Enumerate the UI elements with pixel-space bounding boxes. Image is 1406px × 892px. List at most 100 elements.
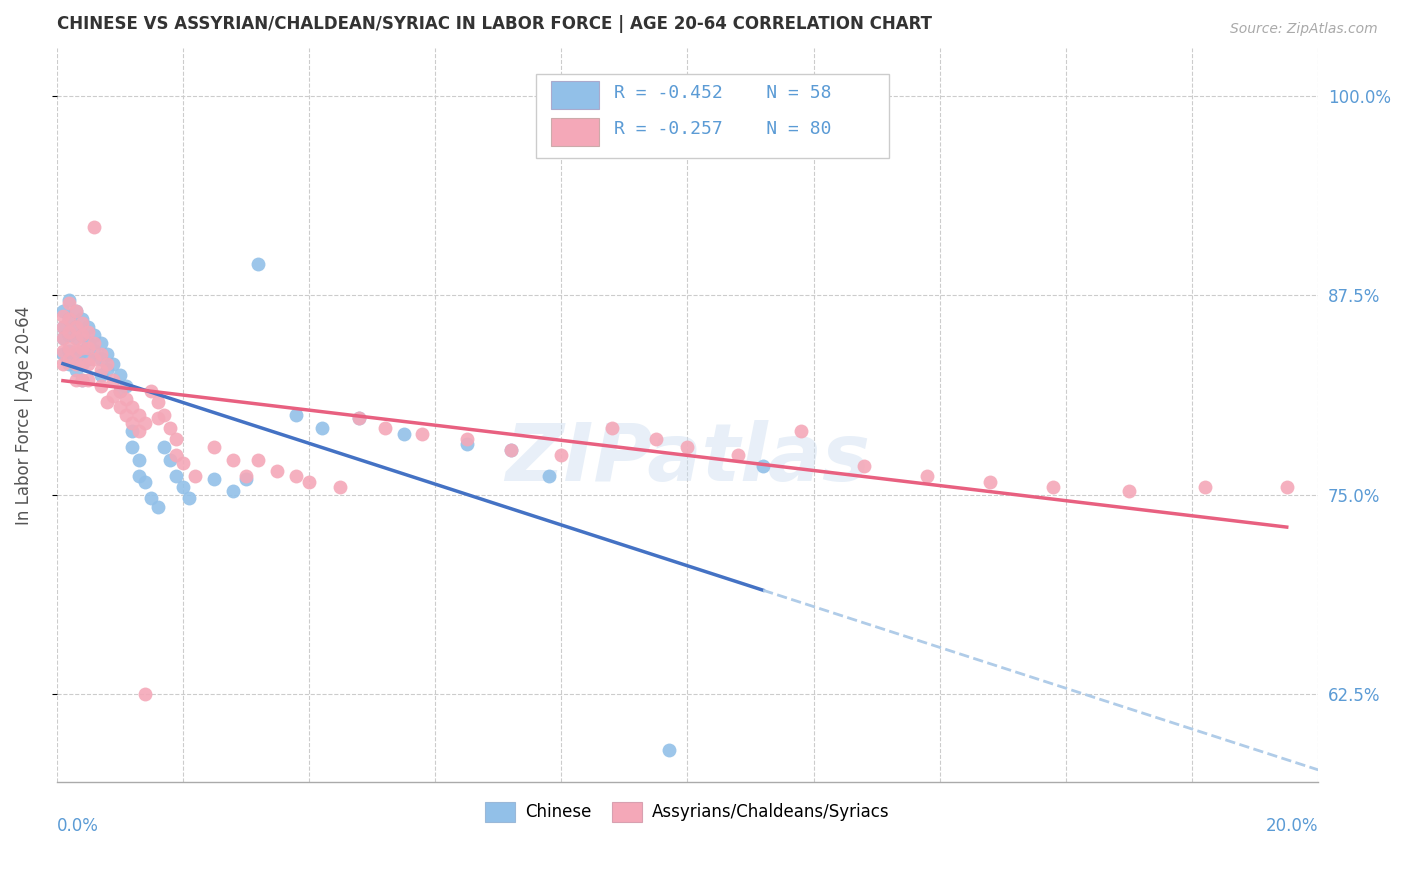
Point [52,320,75,334]
Text: CHINESE VS ASSYRIAN/CHALDEAN/SYRIAC IN LABOR FORCE | AGE 20-64 CORRELATION CHART: CHINESE VS ASSYRIAN/CHALDEAN/SYRIAC IN L… [56,15,932,33]
Point [103,357,125,371]
Point [979,475,1001,489]
Point [65,331,87,345]
Point [77,352,100,367]
Point [96,347,118,361]
Point [108,400,131,414]
Point [58,328,80,343]
Point [121,400,143,414]
Point [65,320,87,334]
Point [121,440,143,454]
FancyBboxPatch shape [536,74,890,159]
Point [90,368,112,383]
Point [146,411,169,425]
Point [166,432,188,446]
Point [790,424,813,438]
Point [177,491,200,505]
Point [52,304,75,318]
Point [121,424,143,438]
Text: R = -0.452    N = 58: R = -0.452 N = 58 [614,85,832,103]
Point [128,452,150,467]
Point [915,468,938,483]
Point [128,408,150,422]
FancyBboxPatch shape [551,118,599,146]
Point [134,416,156,430]
Point [108,384,131,398]
Point [58,344,80,359]
Point [70,328,93,343]
Point [115,408,138,422]
Point [285,408,308,422]
Point [172,480,194,494]
Point [65,320,87,334]
Point [58,352,80,367]
Point [374,421,396,435]
Point [70,341,93,355]
Point [70,373,93,387]
Text: ZIPatlas: ZIPatlas [505,420,870,498]
Point [134,475,156,489]
Point [83,328,105,343]
Point [222,452,245,467]
Point [115,392,138,406]
Text: 20.0%: 20.0% [1265,816,1319,835]
Point [222,484,245,499]
Point [90,352,112,367]
Point [70,312,93,326]
Point [52,331,75,345]
Text: R = -0.257    N = 80: R = -0.257 N = 80 [614,120,832,137]
Point [103,373,125,387]
Point [77,341,100,355]
Point [83,219,105,234]
Point [90,363,112,377]
Point [65,347,87,361]
Point [70,344,93,359]
Point [349,411,371,425]
Point [65,304,87,318]
Point [172,456,194,470]
Point [1118,484,1140,499]
Point [58,296,80,310]
FancyBboxPatch shape [551,81,599,110]
Point [727,448,749,462]
Point [65,373,87,387]
Point [52,309,75,323]
Point [153,408,176,422]
Point [96,357,118,371]
Point [853,458,876,473]
Point [134,687,156,701]
Point [184,468,207,483]
Legend: Chinese, Assyrians/Chaldeans/Syriacs: Chinese, Assyrians/Chaldeans/Syriacs [479,796,896,828]
Point [65,357,87,371]
Point [247,452,270,467]
Point [153,440,176,454]
Point [298,475,321,489]
Point [159,421,181,435]
Point [58,312,80,326]
Point [83,336,105,351]
Point [108,384,131,398]
Point [90,336,112,351]
Point [141,384,163,398]
Point [58,312,80,326]
Point [77,373,100,387]
Point [141,491,163,505]
Y-axis label: In Labor Force | Age 20-64: In Labor Force | Age 20-64 [15,305,32,524]
Point [499,443,522,458]
Point [121,416,143,430]
Point [65,344,87,359]
Point [235,468,257,483]
Point [103,389,125,403]
Point [266,464,288,478]
Point [58,357,80,371]
Point [128,468,150,483]
Point [96,363,118,377]
Point [657,742,679,756]
Point [1042,480,1064,494]
Point [52,320,75,334]
Point [65,363,87,377]
Point [329,480,352,494]
Point [202,440,225,454]
Point [77,320,100,334]
Text: 0.0%: 0.0% [56,816,98,835]
